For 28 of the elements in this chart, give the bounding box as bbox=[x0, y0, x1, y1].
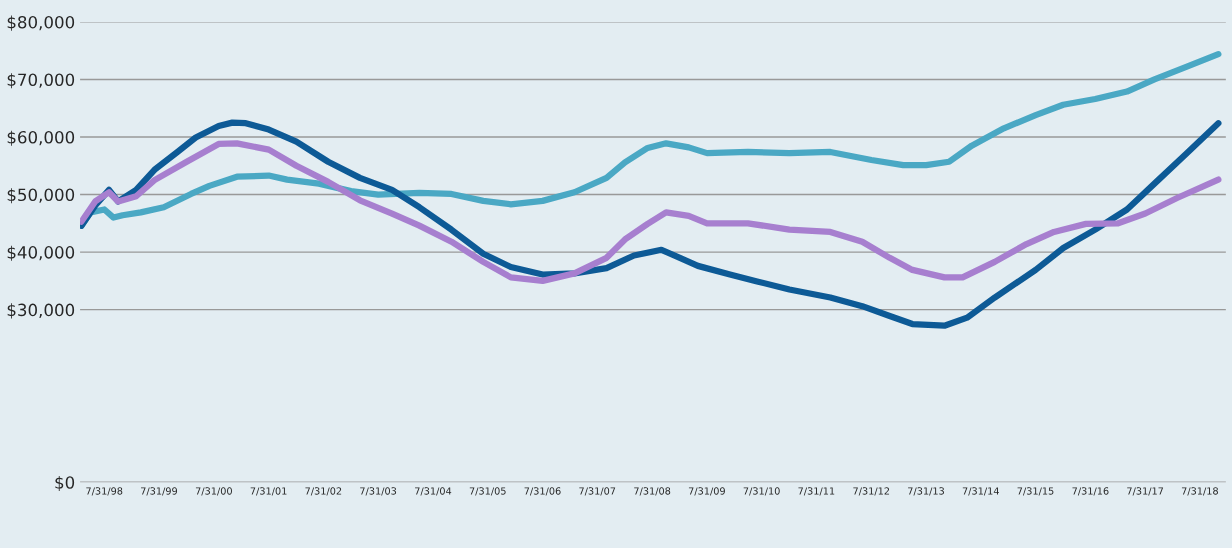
x-tick-label: 7/31/13 bbox=[908, 487, 944, 496]
x-tick-label: 7/31/10 bbox=[743, 487, 780, 496]
x-tick-label: 7/31/17 bbox=[1127, 487, 1164, 496]
x-tick-label: 7/31/01 bbox=[250, 487, 287, 496]
x-tick-label: 7/31/16 bbox=[1072, 487, 1109, 496]
y-tick-label: $80,000 bbox=[7, 15, 75, 31]
x-tick-label: 7/31/08 bbox=[634, 487, 671, 496]
y-tick-label: $70,000 bbox=[7, 73, 75, 89]
x-tick-label: 7/31/14 bbox=[962, 487, 999, 496]
x-tick-label: 7/31/12 bbox=[853, 487, 890, 496]
x-tick-label: 7/31/06 bbox=[524, 487, 561, 496]
x-tick-label: 7/31/18 bbox=[1181, 487, 1218, 496]
x-tick-label: 7/31/03 bbox=[360, 487, 397, 496]
y-tick-label: $30,000 bbox=[7, 303, 75, 319]
x-tick-label: 7/31/15 bbox=[1017, 487, 1054, 496]
x-tick-label: 7/31/07 bbox=[579, 487, 616, 496]
x-tick-label: 7/31/04 bbox=[415, 487, 452, 496]
x-tick-label: 7/31/11 bbox=[798, 487, 835, 496]
y-tick-label: $40,000 bbox=[7, 245, 75, 261]
y-tick-label: $50,000 bbox=[7, 188, 75, 204]
y-tick-label: $60,000 bbox=[7, 130, 75, 146]
x-tick-label: 7/31/02 bbox=[305, 487, 342, 496]
x-tick-label: 7/31/98 bbox=[86, 487, 123, 496]
x-tick-label: 7/31/00 bbox=[195, 487, 232, 496]
x-tick-label: 7/31/09 bbox=[688, 487, 725, 496]
x-tick-label: 7/31/99 bbox=[141, 487, 178, 496]
y-tick-label: $0 bbox=[55, 475, 75, 492]
x-tick-label: 7/31/05 bbox=[469, 487, 506, 496]
